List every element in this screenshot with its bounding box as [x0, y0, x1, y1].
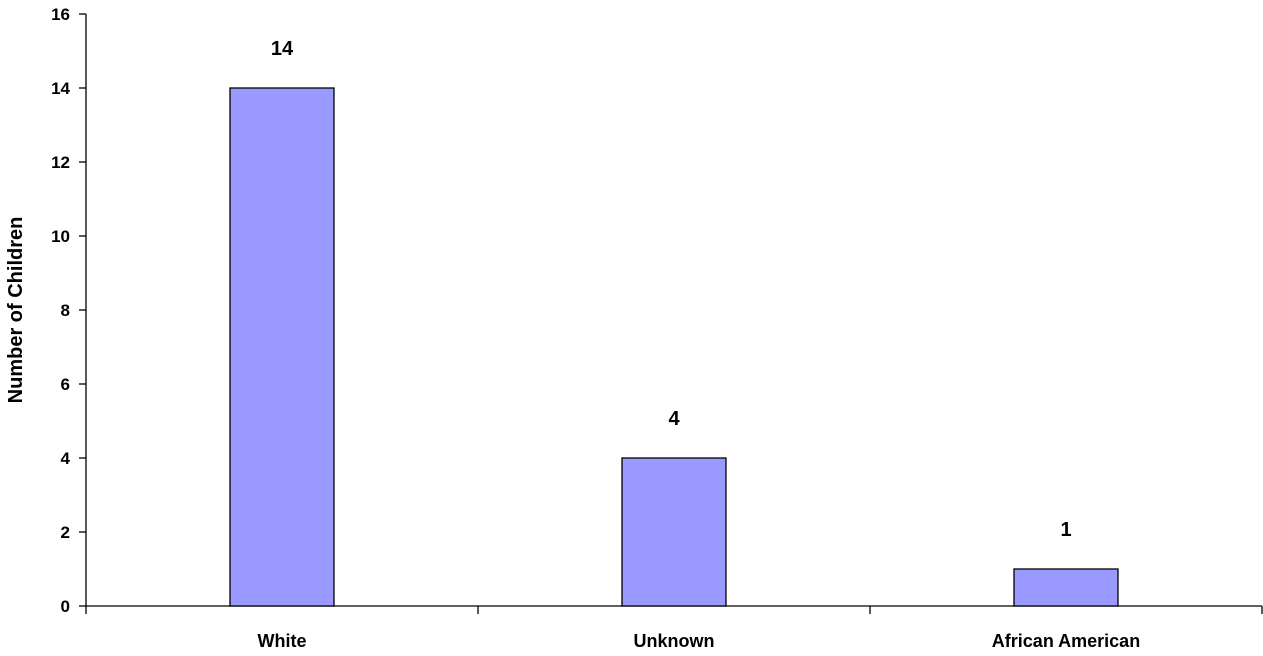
y-tick-label: 10: [51, 227, 70, 246]
x-category-label: White: [258, 631, 307, 651]
bar-african-american: [1013, 568, 1119, 607]
y-axis-title: Number of Children: [5, 217, 27, 404]
y-tick-label: 8: [61, 301, 70, 320]
bar-white: [229, 87, 335, 607]
data-label: 4: [668, 408, 680, 430]
y-tick-label: 14: [51, 79, 70, 98]
bar-unknown: [621, 457, 727, 607]
y-tick-label: 16: [51, 5, 70, 24]
x-category-label: Unknown: [634, 631, 715, 651]
y-tick-label: 0: [61, 597, 70, 616]
x-category-label: African American: [992, 631, 1140, 651]
plot-area: 0 2 4 6 8 10 12 14 16 14 White 4 Unknown 1 African Ame…: [51, 5, 1263, 651]
data-label: 14: [271, 38, 294, 60]
y-tick-label: 12: [51, 153, 70, 172]
y-tick-label: 2: [61, 523, 70, 542]
y-tick-label: 6: [61, 375, 70, 394]
data-label: 1: [1060, 519, 1071, 541]
y-tick-label: 4: [61, 449, 71, 468]
